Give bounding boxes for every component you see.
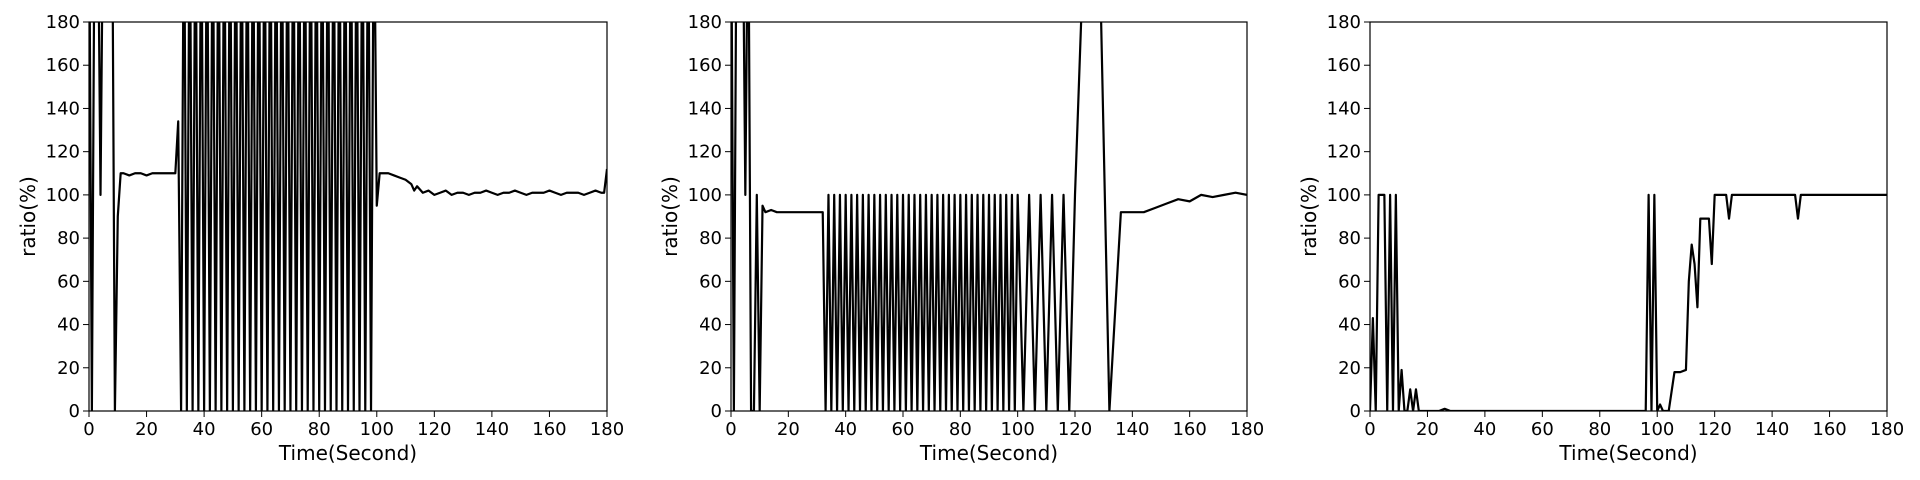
x-tick-label: 20 [135,419,158,440]
y-tick-label: 100 [1327,185,1361,206]
x-tick-label: 0 [83,419,94,440]
x-tick-label: 80 [949,419,972,440]
x-tick-label: 20 [1416,419,1439,440]
y-tick-label: 160 [688,55,722,76]
x-tick-label: 180 [1870,419,1904,440]
x-tick-label: 20 [777,419,800,440]
y-tick-label: 140 [1327,98,1361,119]
y-tick-label: 120 [1327,142,1361,163]
x-tick-label: 60 [892,419,915,440]
y-axis-label: ratio(%) [658,176,682,257]
x-tick-label: 180 [1230,419,1264,440]
y-tick-label: 180 [46,12,80,33]
y-tick-label: 40 [699,315,722,336]
x-tick-label: 140 [1115,419,1149,440]
data-line [89,22,607,411]
y-tick-label: 180 [688,12,722,33]
x-tick-label: 40 [1473,419,1496,440]
axes-frame [730,21,1248,412]
x-tick-label: 80 [308,419,331,440]
x-tick-label: 40 [834,419,857,440]
x-tick-label: 140 [1755,419,1789,440]
x-tick-label: 0 [1364,419,1375,440]
x-tick-label: 160 [1812,419,1846,440]
x-tick-label: 160 [532,419,566,440]
x-axis-label: Time(Second) [919,441,1058,465]
x-axis-label: Time(Second) [278,441,417,465]
axes-frame [1369,21,1888,412]
x-tick-label: 180 [590,419,624,440]
y-tick-label: 60 [699,271,722,292]
y-tick-label: 0 [711,401,722,422]
x-tick-label: 120 [1058,419,1092,440]
y-tick-label: 180 [1327,12,1361,33]
y-tick-label: 140 [688,98,722,119]
y-tick-label: 20 [699,358,722,379]
x-tick-label: 100 [360,419,394,440]
x-tick-label: 120 [417,419,451,440]
y-tick-label: 100 [46,185,80,206]
y-tick-label: 120 [46,142,80,163]
x-tick-label: 100 [1640,419,1674,440]
y-tick-label: 80 [1338,228,1361,249]
data-line [731,22,1247,411]
x-axis-label: Time(Second) [1558,441,1697,465]
y-tick-label: 160 [1327,55,1361,76]
axes-frame [88,21,608,412]
y-tick-label: 0 [1350,401,1361,422]
y-tick-label: 40 [57,315,80,336]
y-tick-label: 160 [46,55,80,76]
y-tick-label: 20 [57,358,80,379]
y-axis-label: ratio(%) [1297,176,1321,257]
y-tick-label: 120 [688,142,722,163]
y-tick-label: 20 [1338,358,1361,379]
x-tick-label: 100 [1000,419,1034,440]
y-tick-label: 80 [699,228,722,249]
y-tick-label: 60 [57,271,80,292]
x-tick-label: 120 [1697,419,1731,440]
x-tick-label: 60 [1531,419,1554,440]
x-tick-label: 0 [725,419,736,440]
data-line [1370,193,1887,411]
x-tick-label: 60 [250,419,273,440]
y-tick-label: 140 [46,98,80,119]
x-tick-label: 160 [1172,419,1206,440]
y-tick-label: 0 [69,401,80,422]
y-tick-label: 40 [1338,315,1361,336]
y-tick-label: 100 [688,185,722,206]
x-tick-label: 80 [1588,419,1611,440]
x-tick-label: 40 [193,419,216,440]
y-tick-label: 60 [1338,271,1361,292]
x-tick-label: 140 [475,419,509,440]
y-axis-label: ratio(%) [16,176,40,257]
y-tick-label: 80 [57,228,80,249]
